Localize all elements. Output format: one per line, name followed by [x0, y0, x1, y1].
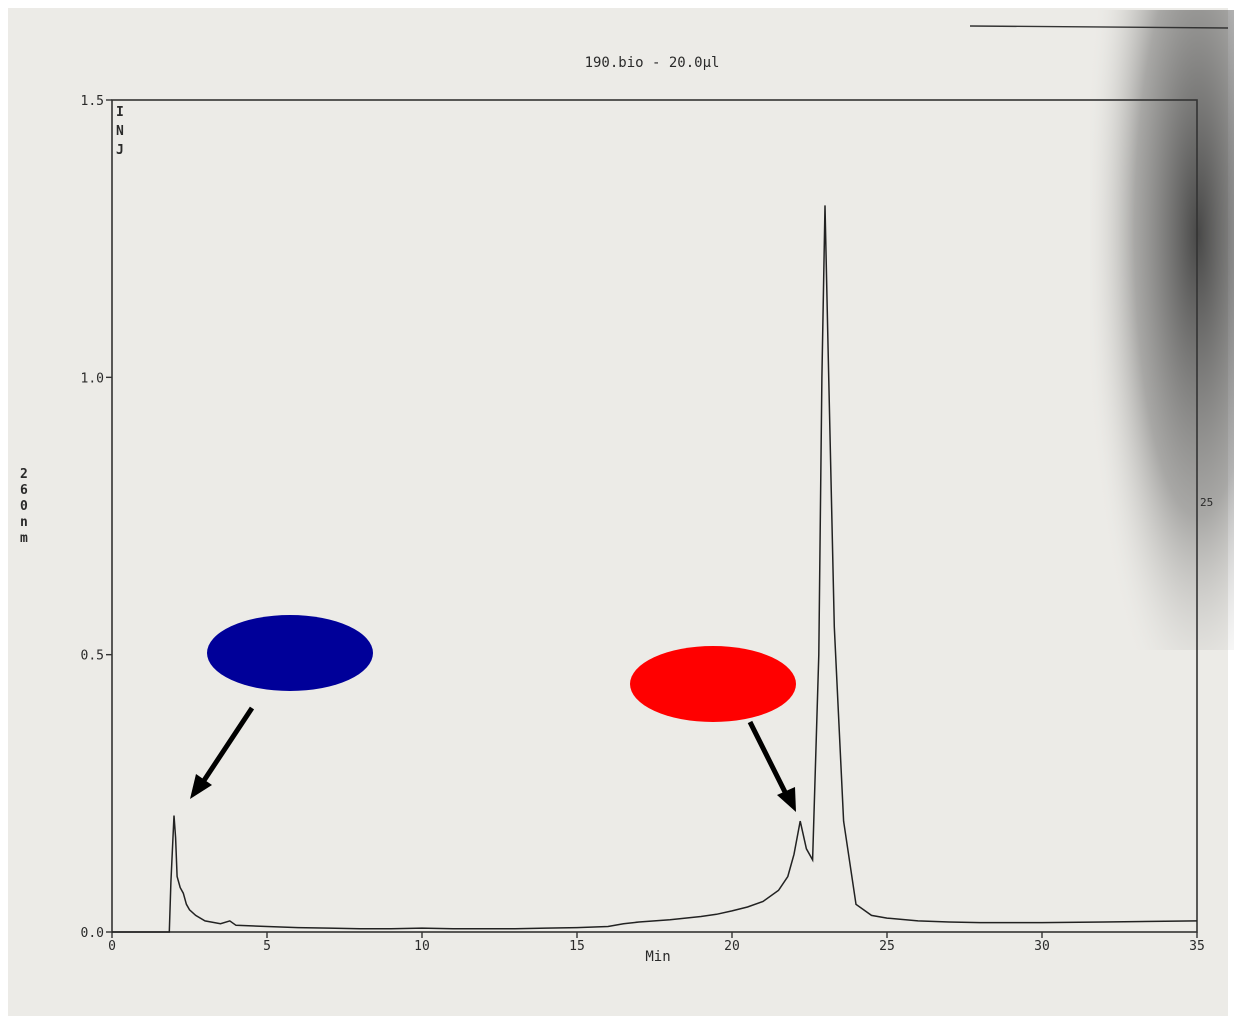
- y-axis: 0.0 0.5 1.0 1.5: [81, 94, 112, 941]
- x-axis: 0 5 10 15 20 25 30 35: [108, 932, 1205, 954]
- arrow-to-first-peak: [190, 706, 255, 799]
- y-tick-label: 1.5: [81, 94, 104, 109]
- chromatogram-trace: [112, 205, 1198, 933]
- arrow-to-shoulder-peak: [747, 720, 796, 812]
- x-tick-label: 30: [1034, 939, 1050, 954]
- x-tick-label: 15: [569, 939, 585, 954]
- x-axis-label: Min: [645, 949, 670, 965]
- y-tick-label: 1.0: [81, 371, 104, 386]
- x-tick-label: 5: [263, 939, 271, 954]
- x-tick-label: 0: [108, 939, 116, 954]
- red-ellipse-marker: [630, 646, 796, 722]
- x-tick-label: 25: [879, 939, 895, 954]
- y-tick-label: 0.5: [81, 649, 104, 664]
- top-rule: [969, 25, 1229, 29]
- plot-frame: [111, 99, 1198, 933]
- blue-ellipse-marker: [207, 615, 373, 691]
- scan-shadow: [1090, 10, 1234, 650]
- x-tick-label: 35: [1189, 939, 1205, 954]
- x-tick-label: 10: [414, 939, 430, 954]
- chart-title: 190.bio - 20.0µl: [585, 55, 720, 71]
- right-edge-mark: 25: [1200, 496, 1213, 509]
- x-tick-label: 20: [724, 939, 740, 954]
- scanned-paper: [8, 8, 1228, 1016]
- y-tick-label: 0.0: [81, 926, 104, 941]
